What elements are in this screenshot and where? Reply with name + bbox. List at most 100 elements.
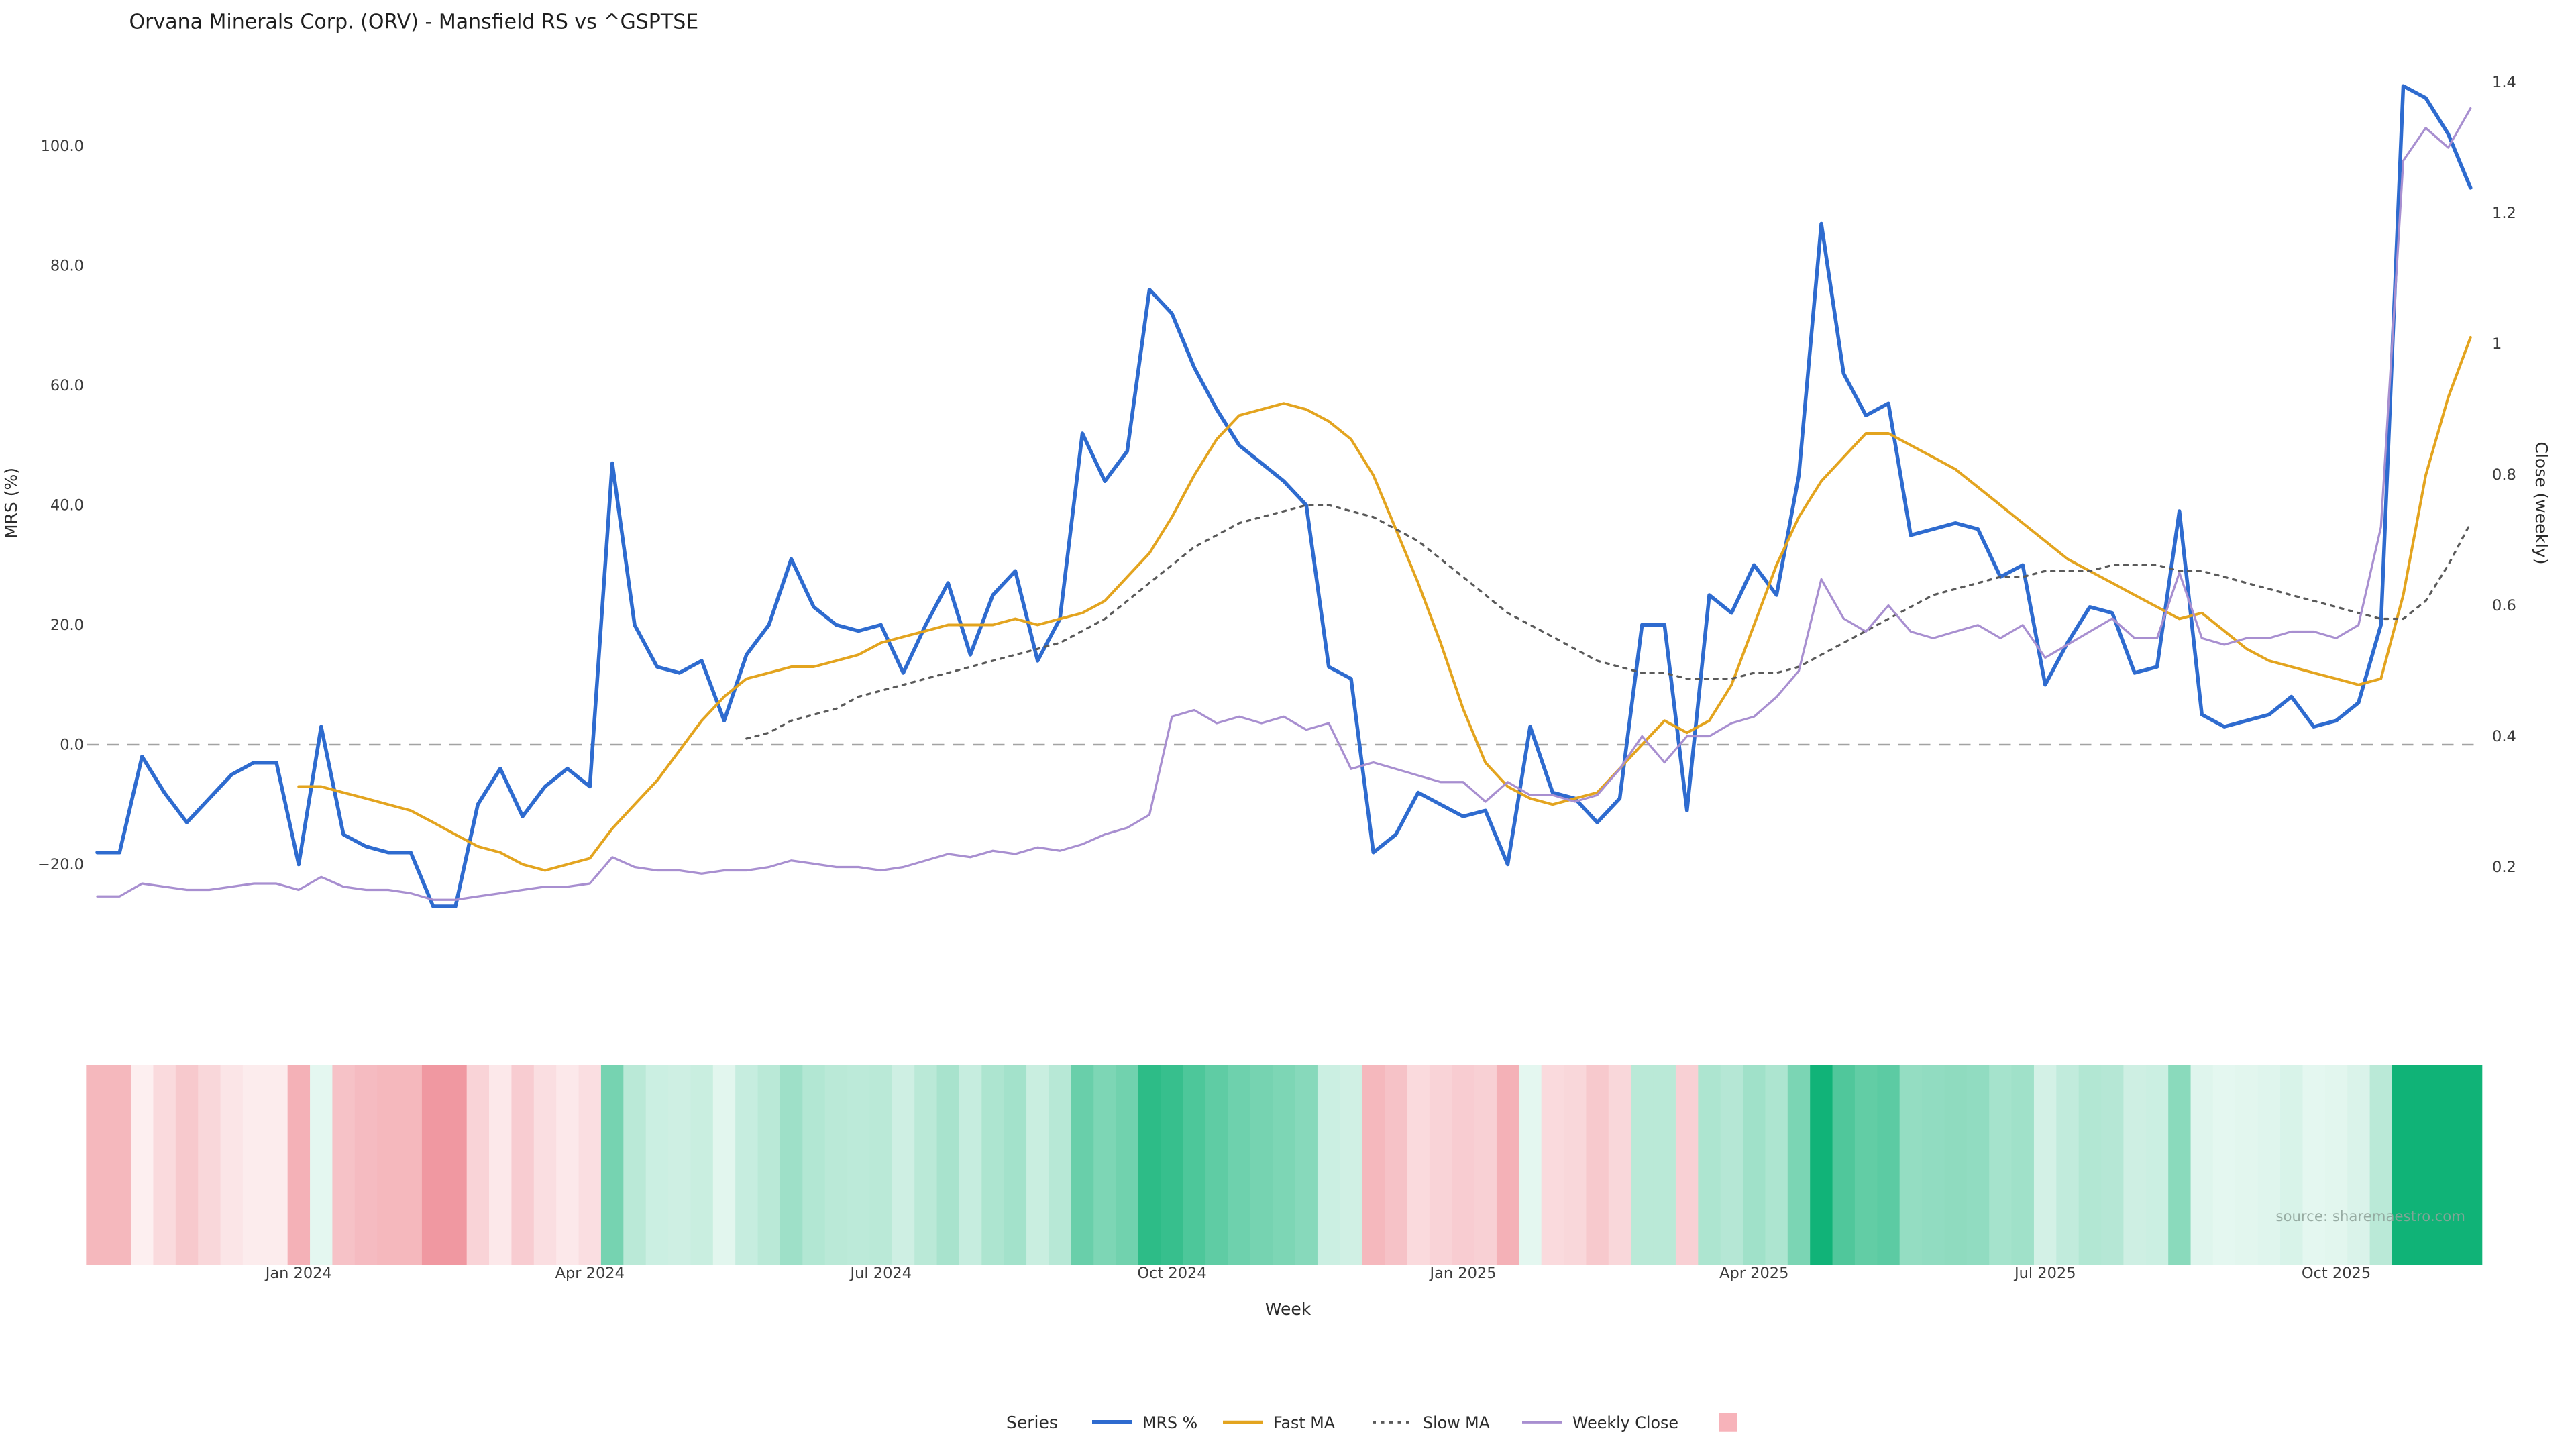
heatmap-cell <box>1877 1065 1900 1265</box>
heatmap-cell <box>1989 1065 2012 1265</box>
heatmap-cell <box>533 1065 557 1265</box>
heatmap-cell <box>981 1065 1005 1265</box>
heatmap-cell <box>2078 1065 2102 1265</box>
heatmap-cell <box>131 1065 154 1265</box>
heatmap-cell <box>2347 1065 2371 1265</box>
left-axis: −20.0 0.0 20.0 40.0 60.0 80.0 100.0 <box>38 138 84 873</box>
left-axis-tick-label: 20.0 <box>50 616 84 634</box>
heatmap-cell <box>2392 1065 2416 1265</box>
heatmap-cell <box>2257 1065 2281 1265</box>
heatmap-cell <box>332 1065 356 1265</box>
heatmap-cell <box>265 1065 288 1265</box>
x-axis-tick-label: Jul 2024 <box>849 1265 912 1282</box>
heatmap-cell <box>1496 1065 1520 1265</box>
heatmap-cell <box>2011 1065 2035 1265</box>
heatmap-cell <box>310 1065 333 1265</box>
source-watermark: source: sharemaestro.com <box>2275 1208 2465 1225</box>
heatmap-cell <box>1586 1065 1609 1265</box>
heatmap-cell <box>1922 1065 1945 1265</box>
heatmap-cell <box>623 1065 647 1265</box>
x-axis-tick-label: Apr 2025 <box>1719 1265 1788 1282</box>
heatmap-cell <box>2212 1065 2237 1265</box>
heatmap-cell <box>1698 1065 1721 1265</box>
heatmap-cell <box>2280 1065 2304 1265</box>
right-axis-tick-label: 0.4 <box>2492 728 2516 745</box>
x-axis-title: Week <box>1265 1299 1311 1319</box>
heatmap-cell <box>1093 1065 1117 1265</box>
series-lines <box>95 84 2473 908</box>
x-axis-tick-label: Apr 2024 <box>555 1265 625 1282</box>
legend-label-mrs: MRS % <box>1142 1413 1197 1432</box>
heatmap-cell <box>242 1065 266 1265</box>
heatmap-cell <box>735 1065 759 1265</box>
heatmap-cell <box>1564 1065 1587 1265</box>
series-line-weekly-close <box>96 107 2472 901</box>
heatmap-cell <box>2302 1065 2326 1265</box>
heatmap-cell <box>1295 1065 1318 1265</box>
heatmap-cell <box>914 1065 938 1265</box>
heatmap-cell <box>1743 1065 1766 1265</box>
legend-swatch-heatmap <box>1719 1413 1737 1432</box>
x-axis-tick-label: Oct 2025 <box>2302 1265 2371 1282</box>
heatmap-cell <box>377 1065 400 1265</box>
heatmap-cell <box>1787 1065 1811 1265</box>
heatmap-cell <box>1429 1065 1453 1265</box>
heatmap-cell <box>2190 1065 2214 1265</box>
heatmap-cell <box>108 1065 131 1265</box>
heatmap-cell <box>959 1065 983 1265</box>
heatmap-cell <box>1071 1065 1095 1265</box>
heatmap-cell <box>1631 1065 1654 1265</box>
legend: Series MRS % Fast MA Slow MA Weekly Close <box>1006 1413 1737 1432</box>
heatmap-strip <box>86 1065 2483 1265</box>
heatmap-cell <box>1049 1065 1072 1265</box>
heatmap-cell <box>1161 1065 1184 1265</box>
right-axis-tick-label: 0.8 <box>2492 466 2516 484</box>
heatmap-cell <box>444 1065 468 1265</box>
heatmap-cell <box>1205 1065 1229 1265</box>
heatmap-cell <box>1250 1065 1274 1265</box>
heatmap-cell <box>1362 1065 1385 1265</box>
heatmap-cell <box>2056 1065 2080 1265</box>
heatmap-cell <box>2168 1065 2192 1265</box>
heatmap-cell <box>1832 1065 1856 1265</box>
heatmap-cell <box>1608 1065 1632 1265</box>
heatmap-cell <box>869 1065 893 1265</box>
heatmap-cell <box>153 1065 176 1265</box>
heatmap-cell <box>780 1065 804 1265</box>
heatmap-cell <box>1452 1065 1475 1265</box>
heatmap-cell <box>2101 1065 2125 1265</box>
heatmap-cell <box>1519 1065 1542 1265</box>
heatmap-cell <box>1407 1065 1430 1265</box>
heatmap-cell <box>757 1065 781 1265</box>
heatmap-cell <box>2033 1065 2057 1265</box>
heatmap-cell <box>556 1065 580 1265</box>
right-axis: 0.2 0.4 0.6 0.8 1 1.2 1.4 <box>2492 74 2516 876</box>
heatmap-cell <box>220 1065 244 1265</box>
left-axis-tick-label: 100.0 <box>41 138 84 155</box>
heatmap-cell <box>600 1065 625 1265</box>
heatmap-cell <box>1138 1065 1162 1265</box>
x-axis-tick-label: Jan 2024 <box>264 1265 332 1282</box>
heatmap-cell <box>1026 1065 1050 1265</box>
heatmap-cell <box>466 1065 490 1265</box>
heatmap-cell <box>690 1065 714 1265</box>
heatmap-cell <box>1966 1065 1990 1265</box>
heatmap-cell <box>645 1065 669 1265</box>
heatmap-cell <box>287 1065 311 1265</box>
heatmap-cell <box>421 1065 445 1265</box>
left-axis-tick-label: 60.0 <box>50 377 84 394</box>
left-axis-tick-label: 0.0 <box>60 737 84 754</box>
legend-label-weekly-close: Weekly Close <box>1572 1413 1678 1432</box>
series-line-fast-ma <box>297 336 2472 872</box>
heatmap-cell <box>198 1065 221 1265</box>
heatmap-cell <box>1317 1065 1341 1265</box>
heatmap-cell <box>1720 1065 1743 1265</box>
heatmap-cell <box>1854 1065 1878 1265</box>
heatmap-cell <box>847 1065 871 1265</box>
heatmap-cell <box>1675 1065 1699 1265</box>
heatmap-cell <box>668 1065 692 1265</box>
left-axis-tick-label: −20.0 <box>38 856 84 873</box>
heatmap-cell <box>2235 1065 2259 1265</box>
heatmap-cell <box>1340 1065 1363 1265</box>
heatmap-cell <box>824 1065 848 1265</box>
